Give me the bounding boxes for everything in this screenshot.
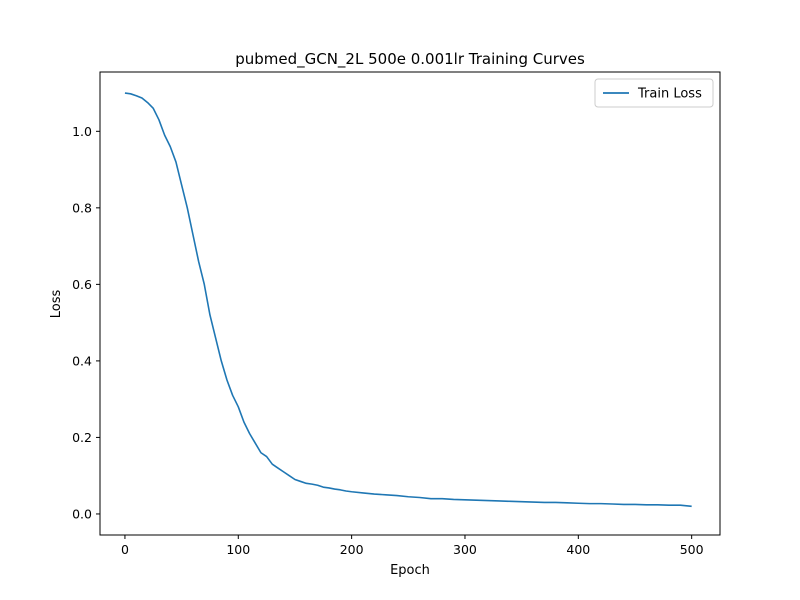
x-tick-label-300: 300 — [453, 542, 477, 557]
y-axis-label: Loss — [49, 290, 64, 319]
axes-frame — [99, 71, 721, 536]
y-tick-label-3: 0.6 — [72, 277, 92, 292]
x-tick-label-200: 200 — [340, 542, 364, 557]
legend-box — [594, 78, 714, 108]
y-tick-label-2: 0.4 — [72, 353, 92, 368]
x-axis-label: Epoch — [390, 563, 430, 578]
y-tick-label-1: 0.2 — [72, 430, 92, 445]
series-line-0 — [124, 92, 692, 508]
y-tick-label-0: 0.0 — [72, 506, 92, 521]
y-tick-label-4: 0.8 — [72, 200, 92, 215]
x-tick-label-100: 100 — [226, 542, 250, 557]
y-tick-label-5: 1.0 — [72, 124, 92, 139]
x-tick-label-400: 400 — [566, 542, 590, 557]
plot-area: 0 100 200 300 400 500 0.0 0.2 0.4 0.6 0.8 1.0 Train … — [72, 71, 721, 557]
x-tick-label-500: 500 — [680, 542, 704, 557]
x-tick-label-0: 0 — [121, 542, 129, 557]
chart-title: pubmed_GCN_2L 500e 0.001lr Training Curv… — [235, 50, 585, 69]
legend-label-0: Train Loss — [637, 87, 702, 102]
